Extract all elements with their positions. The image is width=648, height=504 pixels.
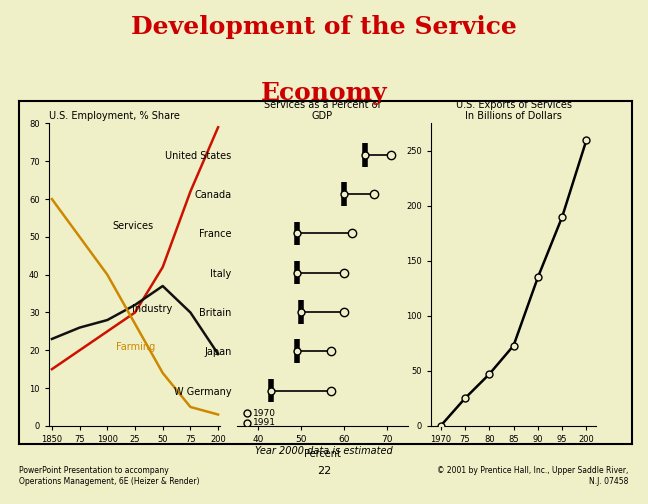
Text: Services: Services (113, 221, 154, 231)
Text: 1970: 1970 (253, 409, 276, 418)
X-axis label: Percent: Percent (304, 450, 341, 460)
Title: Services as a Percent of
GDP: Services as a Percent of GDP (264, 100, 381, 121)
Text: PowerPoint Presentation to accompany
Operations Management, 6E (Heizer & Render): PowerPoint Presentation to accompany Ope… (19, 466, 200, 485)
Title: U.S. Exports of Services
In Billions of Dollars: U.S. Exports of Services In Billions of … (456, 100, 572, 121)
Text: Development of the Service: Development of the Service (131, 15, 517, 39)
Text: Year 2000 data is estimated: Year 2000 data is estimated (255, 446, 393, 456)
Text: 1991: 1991 (253, 418, 276, 427)
Text: Farming: Farming (116, 342, 156, 352)
Text: 22: 22 (317, 466, 331, 476)
Text: U.S. Employment, % Share: U.S. Employment, % Share (49, 111, 179, 121)
Text: Industry: Industry (132, 304, 172, 314)
Text: Economy: Economy (260, 81, 388, 105)
Text: © 2001 by Prentice Hall, Inc., Upper Saddle River,
N.J. 07458: © 2001 by Prentice Hall, Inc., Upper Sad… (437, 466, 629, 485)
